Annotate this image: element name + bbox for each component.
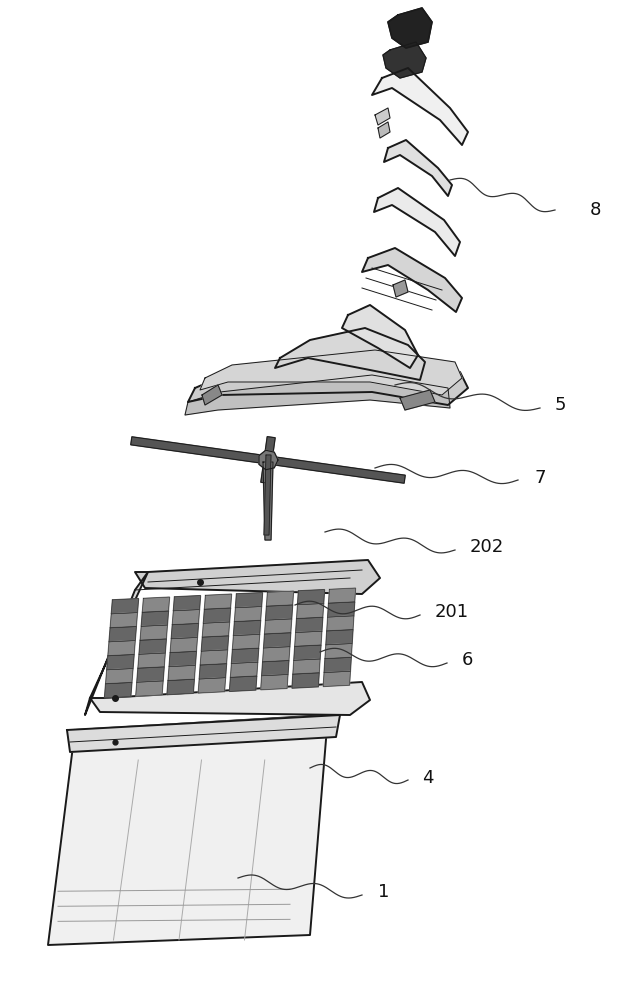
Polygon shape <box>235 607 262 622</box>
Polygon shape <box>296 617 323 633</box>
Polygon shape <box>108 641 135 656</box>
Polygon shape <box>230 676 257 691</box>
Polygon shape <box>235 593 262 608</box>
Polygon shape <box>233 634 260 650</box>
Text: 1: 1 <box>378 883 389 901</box>
Polygon shape <box>168 665 196 681</box>
Polygon shape <box>264 633 291 648</box>
Polygon shape <box>378 122 390 138</box>
Polygon shape <box>400 390 435 410</box>
Polygon shape <box>263 462 273 540</box>
Polygon shape <box>104 683 132 698</box>
Polygon shape <box>294 645 321 660</box>
Polygon shape <box>107 655 134 670</box>
Polygon shape <box>230 662 258 677</box>
Polygon shape <box>106 669 133 684</box>
Text: 202: 202 <box>470 538 504 556</box>
Text: 6: 6 <box>462 651 474 669</box>
Polygon shape <box>372 68 468 145</box>
Polygon shape <box>171 624 198 639</box>
Polygon shape <box>328 602 355 617</box>
Polygon shape <box>203 622 230 637</box>
Polygon shape <box>167 679 194 695</box>
Polygon shape <box>172 610 199 625</box>
Text: 4: 4 <box>422 769 433 787</box>
Polygon shape <box>295 631 322 646</box>
Polygon shape <box>231 648 259 664</box>
Polygon shape <box>140 625 167 640</box>
Polygon shape <box>67 715 340 752</box>
Text: 201: 201 <box>435 603 469 621</box>
Polygon shape <box>199 664 226 679</box>
Polygon shape <box>138 653 165 668</box>
Polygon shape <box>275 328 425 380</box>
Polygon shape <box>142 611 169 626</box>
Polygon shape <box>135 560 380 594</box>
Polygon shape <box>204 594 231 609</box>
Polygon shape <box>264 455 271 535</box>
Text: 8: 8 <box>590 201 601 219</box>
Polygon shape <box>85 572 148 715</box>
Polygon shape <box>202 385 222 405</box>
Polygon shape <box>110 613 137 628</box>
Polygon shape <box>109 627 136 642</box>
Polygon shape <box>137 667 164 682</box>
Polygon shape <box>233 620 260 636</box>
Polygon shape <box>323 671 350 686</box>
Polygon shape <box>200 650 228 665</box>
Polygon shape <box>185 375 450 415</box>
Polygon shape <box>297 603 324 619</box>
Polygon shape <box>362 248 462 312</box>
Text: 5: 5 <box>555 396 567 414</box>
Polygon shape <box>169 651 196 667</box>
Polygon shape <box>265 437 275 453</box>
Polygon shape <box>201 636 228 651</box>
Polygon shape <box>48 715 328 945</box>
Polygon shape <box>383 42 426 78</box>
Polygon shape <box>292 673 319 688</box>
Polygon shape <box>293 659 320 674</box>
Polygon shape <box>111 599 138 614</box>
Polygon shape <box>393 280 408 297</box>
Polygon shape <box>261 467 271 483</box>
Polygon shape <box>261 674 288 690</box>
Polygon shape <box>384 140 452 196</box>
Polygon shape <box>326 630 353 645</box>
Polygon shape <box>265 619 292 634</box>
Polygon shape <box>139 639 166 654</box>
Polygon shape <box>200 350 462 395</box>
Text: 7: 7 <box>535 469 547 487</box>
Polygon shape <box>276 457 405 483</box>
Polygon shape <box>174 596 201 611</box>
Polygon shape <box>170 637 198 653</box>
Polygon shape <box>263 647 290 662</box>
Polygon shape <box>198 678 226 693</box>
Polygon shape <box>375 108 390 125</box>
Polygon shape <box>262 661 289 676</box>
Polygon shape <box>325 644 352 659</box>
Polygon shape <box>388 8 432 48</box>
Polygon shape <box>259 450 278 470</box>
Polygon shape <box>265 605 292 620</box>
Polygon shape <box>374 188 460 256</box>
Polygon shape <box>328 588 355 603</box>
Polygon shape <box>267 591 294 606</box>
Polygon shape <box>298 590 325 605</box>
Polygon shape <box>142 597 170 612</box>
Polygon shape <box>327 616 353 631</box>
Polygon shape <box>131 437 260 463</box>
Polygon shape <box>188 358 468 405</box>
Polygon shape <box>324 657 351 673</box>
Polygon shape <box>136 681 163 696</box>
Polygon shape <box>90 682 370 715</box>
Polygon shape <box>342 305 418 368</box>
Polygon shape <box>203 608 230 623</box>
